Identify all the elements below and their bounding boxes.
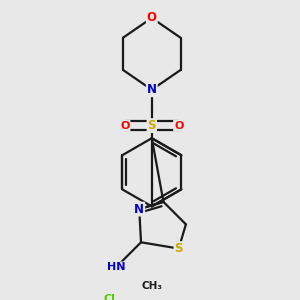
Text: N: N xyxy=(134,202,144,216)
Text: S: S xyxy=(148,119,156,132)
Text: O: O xyxy=(147,11,157,24)
Text: S: S xyxy=(175,242,183,255)
Text: CH₃: CH₃ xyxy=(141,281,162,291)
Text: Cl: Cl xyxy=(103,294,115,300)
Text: N: N xyxy=(147,83,157,96)
Text: O: O xyxy=(120,121,130,130)
Text: O: O xyxy=(174,121,183,130)
Text: HN: HN xyxy=(107,262,125,272)
